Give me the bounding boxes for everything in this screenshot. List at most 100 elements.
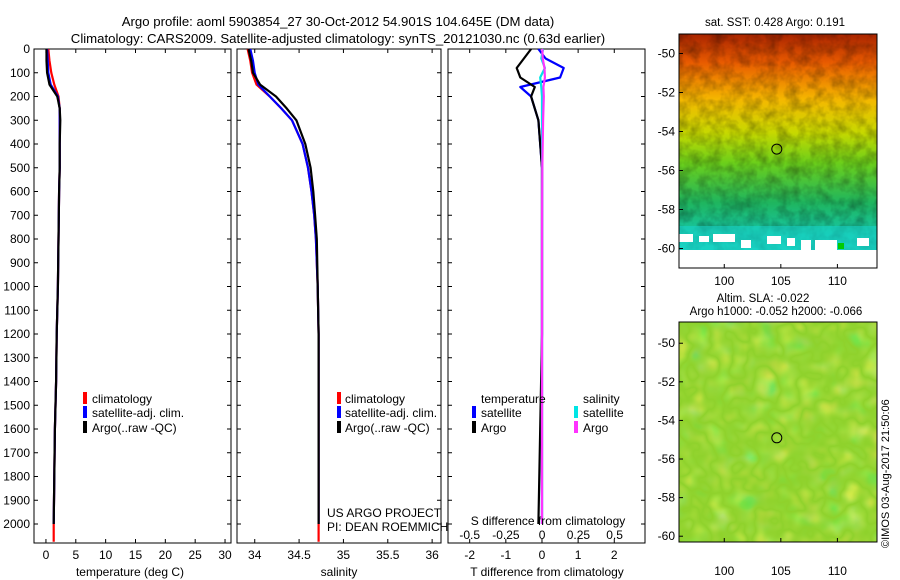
legend-swatch-climatology [337, 392, 341, 404]
map-y-tick-label: -58 [658, 491, 676, 505]
depth-tick-label: 400 [10, 137, 30, 151]
x-tick-label: -2 [464, 548, 475, 562]
salinity-panel-frame [236, 48, 442, 544]
x-tick-label: 35 [337, 548, 351, 562]
map-y-tick-label: -56 [658, 452, 676, 466]
salinity-x-axis: 34 34.5 35 35.5 36 [248, 49, 439, 562]
s-diff-tick-label: 0.5 [606, 528, 623, 542]
figure-title-line1: Argo profile: aoml 5903854_27 30-Oct-201… [122, 14, 555, 29]
depth-tick-label: 1400 [3, 375, 30, 389]
legend-swatch-temperature-argo [472, 421, 476, 433]
x-tick-label: 34.5 [287, 548, 311, 562]
depth-tick-label: 700 [10, 208, 30, 222]
map-y-tick-label: -52 [658, 375, 676, 389]
legend-swatch-argo [337, 421, 341, 433]
temperature-x-axis: 0 5 10 15 20 25 30 [43, 49, 232, 562]
series-line-temperature-argo [515, 48, 544, 525]
salinity-profiles [246, 48, 320, 542]
sla-map-subtitle: Argo h1000: -0.052 h2000: -0.066 [690, 306, 863, 318]
x-tick-label: -1 [500, 548, 511, 562]
series-line-argo-raw-qc- [45, 49, 62, 525]
series-line-satellite-adj-clim- [249, 48, 320, 524]
map-x-tick-label: 100 [714, 274, 734, 288]
legend-swatch-satellite [337, 406, 341, 418]
s-difference-x-axis: -0.5 -0.25 0 0.25 0.5 [459, 528, 623, 542]
legend-label-satellite: satellite-adj. clim. [345, 406, 437, 420]
depth-tick-label: 100 [10, 66, 30, 80]
project-credit: US ARGO PROJECT [327, 506, 442, 520]
legend-header-salinity: salinity [583, 392, 620, 406]
depth-axis: 0 100 200 300 400 500 600 700 800 900 1000 1100 1200… [3, 42, 645, 531]
depth-tick-label: 1900 [3, 493, 30, 507]
salinity-legend: climatology satellite-adj. clim. Argo(..… [337, 392, 437, 435]
legend-swatch-temperature-satellite [472, 406, 476, 418]
salinity-xlabel: salinity [321, 565, 358, 579]
figure-title-line2: Climatology: CARS2009. Satellite-adjuste… [71, 31, 605, 46]
map-y-tick-label: -54 [658, 125, 676, 139]
t-difference-x-axis: -2 -1 0 1 2 [464, 49, 618, 562]
sla-map-axes: 100 105 110 -50 -52 -54 -56 -58 -60 [658, 336, 848, 578]
legend-label-argo: Argo(..raw -QC) [92, 421, 177, 435]
legend-swatch-satellite [83, 406, 87, 418]
x-tick-label: 1 [575, 548, 582, 562]
map-y-tick-label: -52 [658, 86, 676, 100]
map-y-tick-label: -56 [658, 164, 676, 178]
depth-tick-label: 1700 [3, 446, 30, 460]
map-y-tick-label: -58 [658, 203, 676, 217]
depth-tick-label: 300 [10, 113, 30, 127]
legend-label-temperature-argo: Argo [481, 421, 507, 435]
sla-map-image [679, 322, 877, 542]
depth-tick-label: 1800 [3, 470, 30, 484]
depth-tick-label: 600 [10, 185, 30, 199]
series-line-salinity-argo [540, 48, 547, 524]
argo-float-marker [771, 143, 783, 155]
depth-tick-label: 1100 [4, 303, 30, 317]
map-y-tick-label: -50 [658, 47, 676, 61]
depth-tick-label: 1200 [3, 327, 30, 341]
t-difference-xlabel: T difference from climatology [470, 565, 624, 579]
map-x-tick-label: 110 [828, 564, 847, 578]
x-tick-label: 25 [189, 548, 203, 562]
map-y-tick-label: -60 [658, 529, 676, 543]
depth-tick-label: 900 [10, 256, 30, 270]
depth-tick-label: 200 [10, 90, 30, 104]
map-y-tick-label: -60 [658, 242, 676, 256]
depth-tick-label: 800 [10, 232, 30, 246]
map-x-tick-label: 105 [771, 564, 791, 578]
depth-tick-label: 1600 [3, 422, 30, 436]
sst-map-image [679, 34, 877, 268]
legend-label-temperature-satellite: satellite [481, 406, 522, 420]
x-tick-label: 36 [425, 548, 439, 562]
x-tick-label: 15 [129, 548, 143, 562]
x-tick-label: 35.5 [376, 548, 400, 562]
depth-tick-label: 1000 [3, 280, 30, 294]
s-diff-tick-label: 0.25 [567, 528, 591, 542]
series-line-argo-raw-qc- [247, 48, 320, 524]
temperature-legend: climatology satellite-adj. clim. Argo(..… [83, 392, 184, 435]
sla-map-title: Altim. SLA: -0.022 [717, 293, 810, 305]
sst-map-frame [678, 33, 878, 269]
legend-label-satellite: satellite-adj. clim. [92, 406, 184, 420]
series-line-climatology [246, 48, 320, 542]
sst-map-axes: 100 105 110 -50 -52 -54 -56 -58 -60 [658, 47, 848, 289]
x-tick-label: 0 [43, 548, 50, 562]
x-tick-label: 34 [248, 548, 262, 562]
map-y-tick-label: -54 [658, 413, 676, 427]
s-diff-tick-label: -0.5 [459, 528, 480, 542]
x-tick-label: 10 [99, 548, 113, 562]
legend-swatch-salinity-argo [574, 421, 578, 433]
depth-tick-label: 2000 [3, 517, 30, 531]
legend-swatch-argo [83, 421, 87, 433]
difference-profiles [515, 48, 565, 525]
map-x-tick-label: 110 [828, 274, 847, 288]
legend-swatch-salinity-satellite [574, 406, 578, 418]
temperature-xlabel: temperature (deg C) [76, 565, 184, 579]
legend-label-climatology: climatology [92, 392, 152, 406]
depth-tick-label: 500 [10, 161, 30, 175]
x-tick-label: 5 [72, 548, 79, 562]
difference-panel-frame [447, 48, 646, 544]
depth-tick-label: 1300 [3, 351, 30, 365]
map-x-tick-label: 105 [771, 274, 791, 288]
imos-timestamp: ©IMOS 03-Aug-2017 21:50:06 [880, 399, 892, 548]
